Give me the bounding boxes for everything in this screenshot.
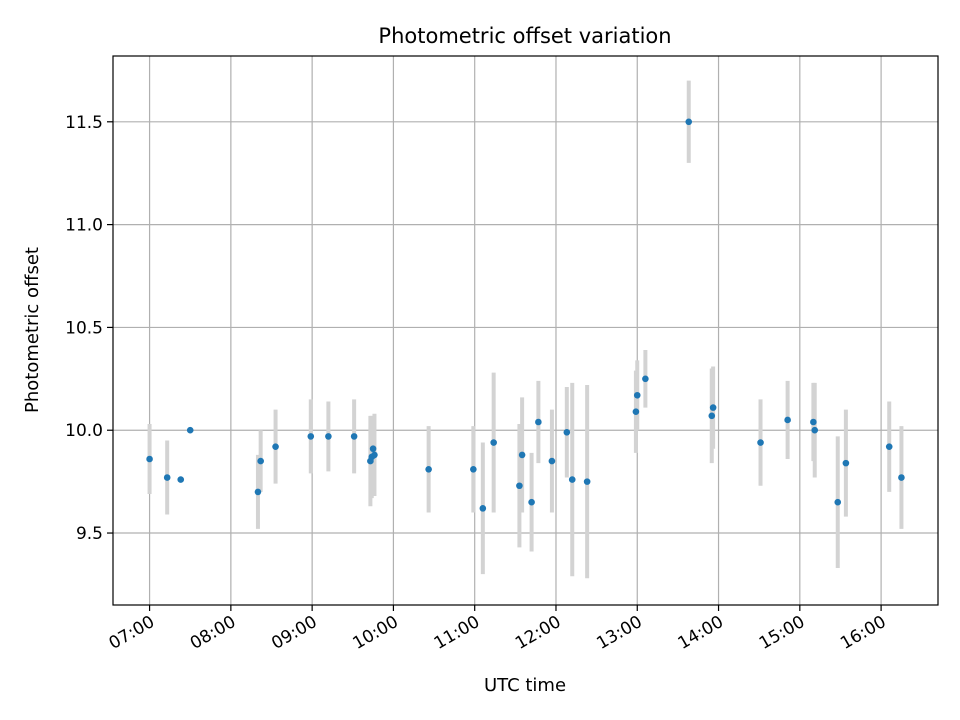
data-point [535, 418, 542, 426]
data-point [784, 416, 791, 424]
data-point [490, 439, 497, 446]
data-point [163, 474, 171, 481]
data-point [685, 118, 693, 126]
data-point [898, 474, 905, 481]
data-point [568, 476, 576, 483]
data-point [146, 455, 153, 463]
error-bars [147, 80, 904, 579]
x-tick-label: 11:00 [431, 612, 483, 654]
data-point [633, 391, 641, 399]
y-tick-label: 10.0 [65, 421, 103, 441]
data-point [470, 465, 477, 473]
y-tick-label: 10.5 [65, 318, 103, 338]
data-point [425, 465, 432, 473]
x-tick-label: 15:00 [756, 612, 808, 654]
x-axis-title: UTC time [484, 675, 566, 696]
data-point [369, 445, 377, 453]
x-tick-label: 08:00 [187, 612, 239, 654]
x-tick-label: 13:00 [593, 612, 645, 654]
data-point [632, 408, 640, 416]
data-points [146, 118, 905, 512]
data-point [811, 426, 819, 434]
data-point [177, 476, 185, 483]
x-tick-label: 09:00 [268, 612, 320, 654]
data-point [186, 426, 194, 434]
data-point [834, 498, 842, 506]
data-point [479, 505, 487, 512]
y-axis-title: Photometric offset [22, 247, 43, 413]
data-point [548, 457, 556, 465]
grid-lines [113, 56, 938, 605]
data-point [528, 498, 535, 506]
data-point [563, 428, 571, 436]
data-point [810, 418, 817, 426]
data-point [842, 459, 850, 467]
data-point [885, 443, 893, 450]
data-point [257, 457, 264, 465]
data-point [371, 451, 378, 459]
data-point [583, 478, 591, 485]
y-tick-label: 11.0 [65, 216, 103, 236]
x-axis-ticks: 07:00 08:00 09:00 10:00 11:00 12:00 13:00 14:00… [106, 605, 890, 654]
x-tick-label: 10:00 [349, 612, 401, 654]
x-tick-label: 07:00 [106, 612, 158, 654]
data-point [307, 433, 315, 440]
y-tick-label: 9.5 [76, 524, 103, 544]
y-axis-ticks: 9.5 10.0 10.5 11.0 11.5 [65, 113, 113, 544]
chart-title: Photometric offset variation [378, 24, 671, 48]
x-tick-label: 16:00 [837, 612, 889, 654]
data-point [757, 439, 764, 446]
x-tick-label: 12:00 [512, 612, 564, 654]
data-point [708, 412, 716, 420]
x-tick-label: 14:00 [675, 612, 727, 654]
data-point [350, 433, 358, 440]
data-point [272, 443, 279, 450]
plot-area-frame [112, 55, 939, 606]
data-point [516, 482, 523, 490]
data-point [709, 404, 717, 411]
data-point [518, 451, 526, 459]
data-point [325, 433, 332, 440]
y-tick-label: 11.5 [65, 113, 103, 133]
data-point [254, 488, 262, 496]
data-point [642, 375, 649, 383]
